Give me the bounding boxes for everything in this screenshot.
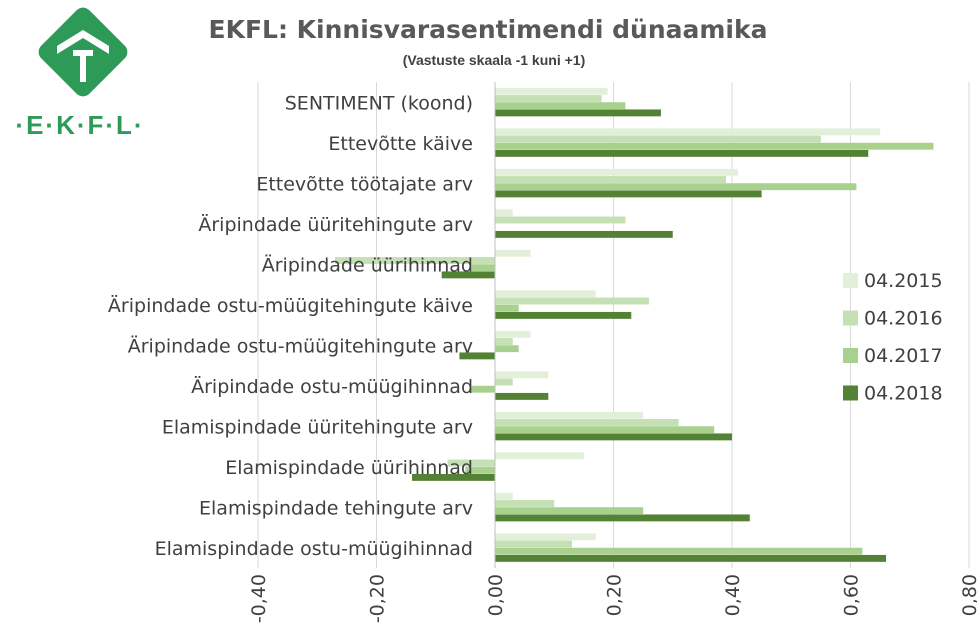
- bar: [495, 411, 644, 419]
- bar: [495, 330, 531, 338]
- legend: 04.2015 04.2016 04.2017 04.2018: [843, 270, 943, 405]
- logo-wordmark: ·E·K·F·L·: [15, 110, 144, 140]
- bar: [495, 507, 644, 515]
- bar: [495, 378, 513, 386]
- bar: [495, 392, 549, 400]
- bar: [495, 433, 732, 441]
- bar: [495, 371, 549, 379]
- bar: [412, 473, 495, 481]
- bar: [495, 533, 596, 541]
- bar: [495, 554, 887, 562]
- bar: [495, 135, 821, 143]
- bar: [495, 102, 626, 110]
- bar: [441, 271, 495, 279]
- x-tick-label: 0,60: [841, 574, 863, 616]
- bar: [335, 257, 495, 264]
- category-label: Äripindade ostu-müügihinnad: [191, 375, 473, 398]
- bar: [495, 500, 555, 507]
- bar: [495, 547, 863, 555]
- x-tick-label: 0,20: [604, 574, 626, 616]
- bar: [495, 168, 738, 176]
- x-tick-label: -0,40: [248, 574, 270, 623]
- legend-swatch: [843, 348, 858, 363]
- legend-label: 04.2017: [864, 345, 943, 367]
- bar: [495, 149, 869, 157]
- category-label: Ettevõtte käive: [328, 133, 473, 155]
- bar: [447, 459, 495, 467]
- legend-label: 04.2016: [864, 308, 943, 330]
- category-label: Äripindade ostu-müügitehingute arv: [128, 334, 473, 357]
- bar: [495, 452, 584, 460]
- bar: [495, 290, 596, 298]
- bar: [495, 216, 626, 224]
- bar: [471, 264, 495, 272]
- category-label: Äripindade üürihinnad: [262, 253, 473, 276]
- bar: [495, 249, 531, 257]
- legend-swatch: [843, 385, 858, 401]
- legend-label: 04.2018: [864, 383, 943, 405]
- bar: [495, 142, 934, 150]
- logo-emblem-icon: [38, 7, 128, 97]
- bar: [495, 311, 632, 319]
- bar: [495, 345, 519, 353]
- bar: [495, 304, 519, 312]
- category-label: Elamispindade üüritehingute arv: [162, 416, 473, 438]
- bar: [495, 87, 608, 95]
- bar: [495, 492, 513, 500]
- x-tick-label: 0,00: [485, 574, 507, 616]
- bar: [495, 176, 727, 183]
- chart-title: EKFL: Kinnisvarasentimendi dünaamika: [209, 15, 768, 44]
- category-label: Äripindade üüritehingute arv: [198, 213, 473, 236]
- bar: [495, 540, 573, 548]
- category-label: Ettevõtte töötajate arv: [256, 173, 473, 195]
- bar: [495, 338, 513, 345]
- legend-swatch: [843, 273, 858, 288]
- legend-swatch: [843, 310, 858, 326]
- bar: [495, 514, 750, 522]
- bar: [495, 419, 679, 426]
- bar: [495, 297, 650, 305]
- bars: [335, 87, 934, 562]
- bar: [495, 190, 762, 198]
- category-label: Äripindade ostu-müügitehingute käive: [108, 294, 473, 317]
- ekfl-logo: ·E·K·F·L·: [15, 7, 144, 140]
- x-tick-label: 0,40: [722, 574, 744, 616]
- bar: [495, 426, 715, 434]
- category-labels: SENTIMENT (koond) Ettevõtte käive Ettevõtt…: [108, 92, 473, 560]
- bar: [459, 352, 495, 360]
- bar: [495, 128, 881, 136]
- x-tick-label: 0,80: [959, 574, 977, 616]
- tick-labels: -0,40 -0,20 0,00 0,20 0,40 0,60 0,80: [248, 574, 977, 623]
- bar: [465, 466, 495, 474]
- category-label: SENTIMENT (koond): [285, 92, 473, 114]
- bar: [495, 230, 673, 238]
- category-label: Elamispindade ostu-müügihinnad: [155, 538, 473, 560]
- bar: [495, 109, 661, 117]
- category-label: Elamispindade tehingute arv: [199, 497, 473, 519]
- bar: [495, 95, 602, 102]
- category-label: Elamispindade üürihinnad: [225, 457, 473, 479]
- legend-label: 04.2015: [864, 270, 943, 292]
- bar: [495, 209, 513, 217]
- x-tick-label: -0,20: [367, 574, 389, 623]
- bar: [495, 183, 857, 191]
- chart-subtitle: (Vastuste skaala -1 kuni +1): [403, 52, 585, 68]
- bar: [471, 385, 495, 393]
